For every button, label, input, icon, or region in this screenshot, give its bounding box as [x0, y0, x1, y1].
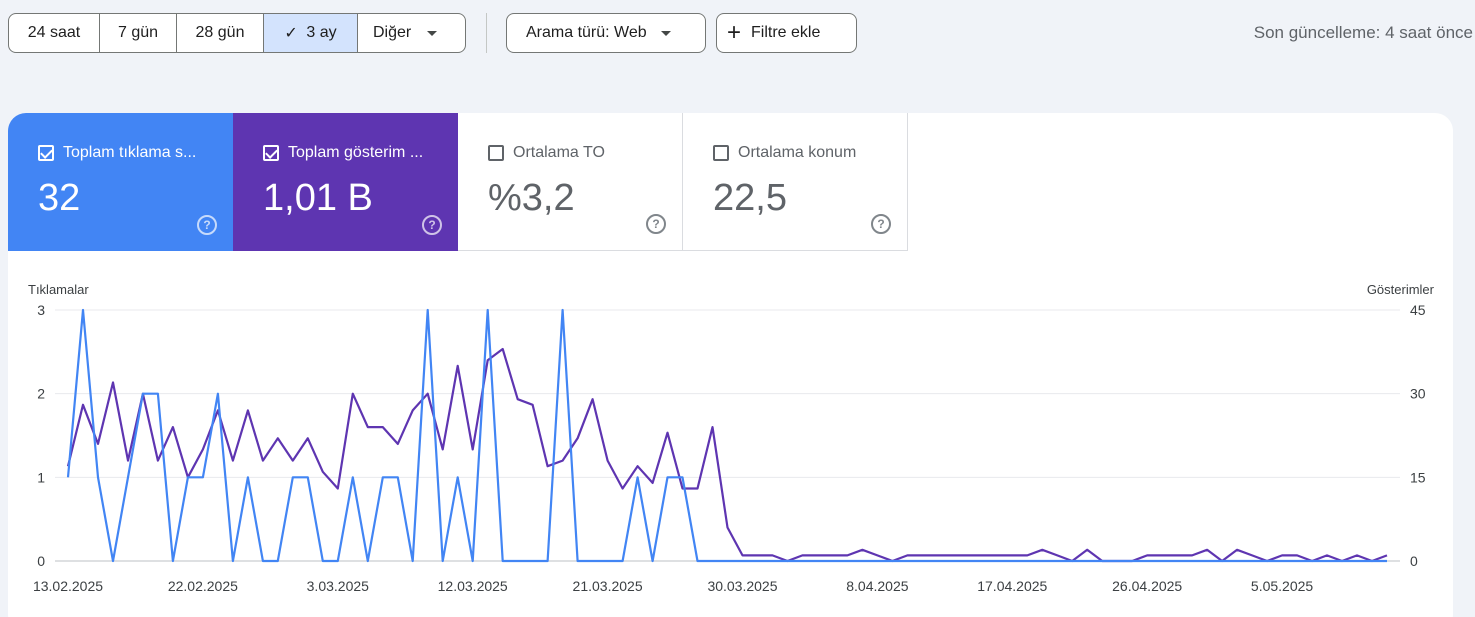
metric-average-ctr[interactable]: Ortalama TO %3,2 ?: [458, 113, 683, 251]
impressions-series-line: [66, 347, 1388, 563]
right-tick-label: 0: [1410, 553, 1418, 569]
metric-value: 22,5: [713, 177, 787, 219]
checkbox-icon[interactable]: [488, 145, 504, 161]
left-tick-label: 0: [37, 553, 45, 569]
toolbar-divider: [486, 13, 487, 53]
x-tick-label: 21.03.2025: [573, 578, 643, 594]
right-axis-title: Gösterimler: [1367, 282, 1435, 297]
metric-total-impressions[interactable]: Toplam gösterim ... 1,01 B ?: [233, 113, 458, 251]
clicks-series-line: [66, 308, 1387, 563]
metric-label-wrap: Ortalama konum: [713, 144, 878, 162]
metric-average-position[interactable]: Ortalama konum 22,5 ?: [683, 113, 908, 251]
checkbox-icon[interactable]: [263, 145, 279, 161]
left-axis-title: Tıklamalar: [28, 282, 89, 297]
help-icon[interactable]: ?: [646, 214, 666, 234]
help-icon[interactable]: ?: [197, 215, 217, 235]
chevron-down-icon: [427, 30, 438, 36]
metric-label-wrap: Toplam tıklama s...: [38, 144, 203, 162]
metric-value: %3,2: [488, 177, 575, 219]
checkbox-icon[interactable]: [713, 145, 729, 161]
x-tick-label: 17.04.2025: [977, 578, 1047, 594]
x-tick-label: 12.03.2025: [438, 578, 508, 594]
last-update-text: Son güncelleme: 4 saat önce: [1253, 23, 1473, 42]
x-tick-label: 5.05.2025: [1251, 578, 1313, 594]
metric-value: 1,01 B: [263, 177, 373, 219]
add-filter-button[interactable]: + Filtre ekle: [716, 13, 857, 53]
metric-label-wrap: Toplam gösterim ...: [263, 144, 428, 162]
metric-label: Ortalama TO: [513, 144, 605, 161]
help-icon[interactable]: ?: [422, 215, 442, 235]
left-tick-label: 2: [37, 386, 45, 402]
metric-value: 32: [38, 177, 81, 219]
metric-total-clicks[interactable]: Toplam tıklama s... 32 ?: [8, 113, 233, 251]
range-28d-button[interactable]: 28 gün: [177, 14, 264, 52]
x-tick-label: 26.04.2025: [1112, 578, 1182, 594]
help-icon[interactable]: ?: [871, 214, 891, 234]
left-tick-label: 3: [37, 302, 45, 318]
plus-icon: +: [727, 19, 742, 46]
range-3m-label: 3 ay: [306, 24, 337, 41]
date-range-selector: 24 saat 7 gün 28 gün ✓ 3 ay Diğer: [8, 13, 466, 53]
x-tick-label: 13.02.2025: [33, 578, 103, 594]
x-tick-label: 8.04.2025: [846, 578, 908, 594]
search-type-dropdown[interactable]: Arama türü: Web: [506, 13, 706, 53]
metric-label-wrap: Ortalama TO: [488, 144, 653, 162]
metric-label: Ortalama konum: [738, 144, 857, 161]
left-tick-label: 1: [37, 469, 45, 485]
right-tick-label: 15: [1410, 469, 1426, 485]
metric-label: Toplam tıklama s...: [63, 144, 197, 161]
right-tick-label: 45: [1410, 302, 1426, 318]
performance-chart: Tıklamalar Gösterimler0123015304513.02.20…: [28, 282, 1435, 594]
chevron-down-icon: [660, 30, 671, 36]
toolbar: 24 saat 7 gün 28 gün ✓ 3 ay Diğer Arama …: [8, 13, 1475, 53]
add-filter-label: Filtre ekle: [751, 24, 821, 41]
right-tick-label: 30: [1410, 386, 1426, 402]
range-24h-button[interactable]: 24 saat: [9, 14, 100, 52]
range-other-label: Diğer: [373, 24, 412, 41]
x-tick-label: 30.03.2025: [707, 578, 777, 594]
checkbox-icon[interactable]: [38, 145, 54, 161]
range-other-button[interactable]: Diğer: [358, 14, 465, 52]
range-3m-button[interactable]: ✓ 3 ay: [264, 14, 358, 52]
x-tick-label: 3.03.2025: [307, 578, 369, 594]
metric-label: Toplam gösterim ...: [288, 144, 424, 161]
x-tick-label: 22.02.2025: [168, 578, 238, 594]
search-type-label: Arama türü: Web: [526, 24, 647, 41]
range-7d-button[interactable]: 7 gün: [100, 14, 177, 52]
check-icon: ✓: [284, 25, 298, 42]
